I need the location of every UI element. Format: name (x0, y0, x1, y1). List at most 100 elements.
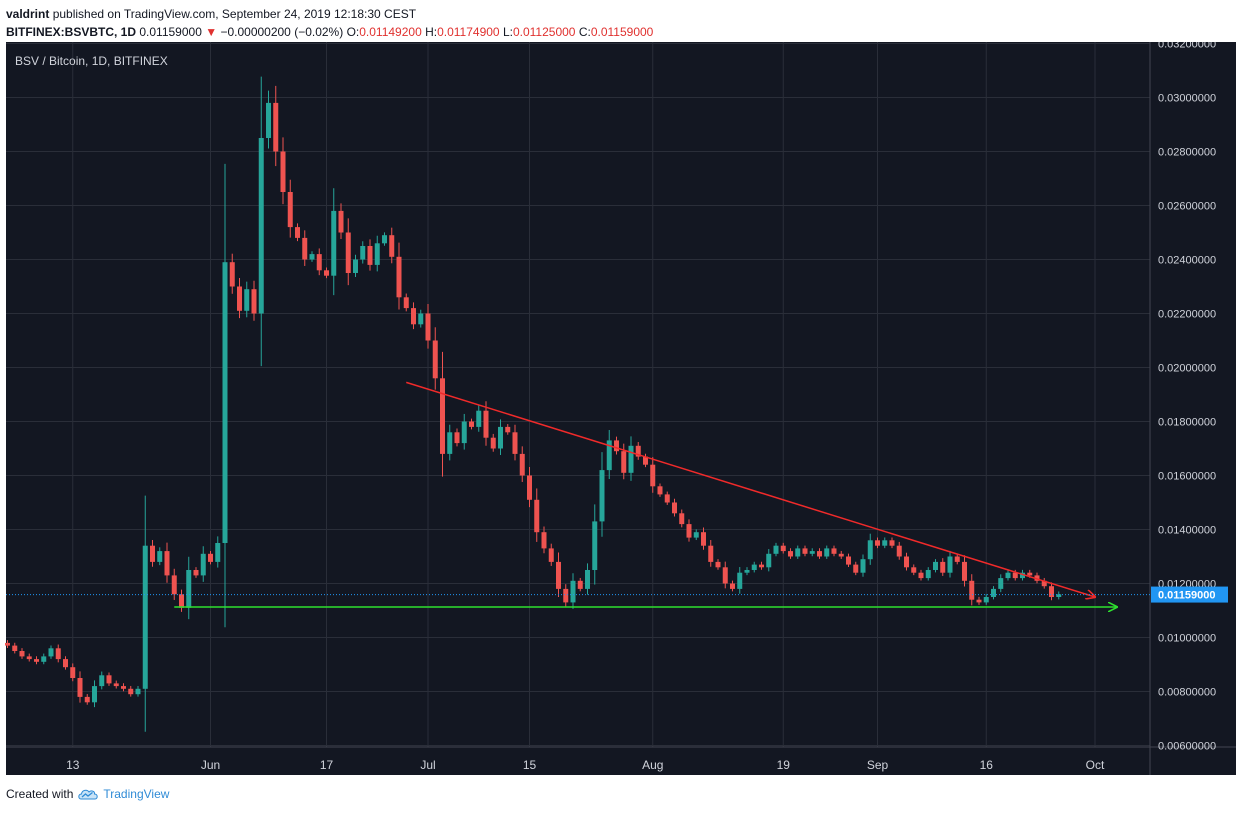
candle (867, 533, 873, 565)
candle (599, 452, 605, 537)
candle (99, 671, 105, 690)
candle (157, 547, 163, 566)
candle (882, 537, 888, 549)
candle (128, 685, 134, 697)
candle (490, 433, 496, 452)
candle (744, 567, 750, 576)
candle (505, 424, 511, 435)
candle (353, 254, 358, 278)
candle (179, 589, 184, 612)
candle (795, 545, 801, 559)
chart-title: BSV / Bitcoin, 1D, BITFINEX (15, 54, 168, 68)
candle (244, 281, 250, 318)
candle (309, 251, 315, 262)
candle (643, 453, 648, 468)
candle (983, 594, 989, 605)
high-label: H: (425, 25, 438, 39)
candle (563, 584, 569, 607)
candle (251, 280, 257, 321)
candle (904, 552, 909, 571)
candle (954, 553, 960, 565)
candle (164, 542, 170, 583)
tradingview-link[interactable]: TradingView (103, 787, 170, 801)
low-label: L: (502, 25, 513, 39)
descending-trend-line[interactable] (406, 381, 1095, 597)
ohlc-line: BITFINEX:BSVBTC, 1D 0.01159000 ▼ −0.0000… (6, 23, 653, 41)
candle (302, 230, 308, 266)
x-tick-label: 19 (777, 758, 791, 772)
candle (418, 309, 424, 328)
candle (737, 567, 743, 594)
candle (708, 540, 714, 567)
candle (374, 235, 380, 272)
candle (229, 253, 235, 294)
author-name[interactable]: valdrint (6, 7, 50, 21)
candle (396, 242, 402, 310)
candle (186, 556, 192, 620)
y-tick-label: 0.02400000 (1158, 255, 1216, 267)
created-with-text: Created with (6, 787, 74, 801)
candle (628, 436, 634, 481)
candle (454, 428, 460, 447)
candle (63, 656, 68, 670)
candle (208, 550, 213, 565)
candle (12, 642, 18, 654)
candle (519, 446, 525, 482)
publish-line: valdrint published on TradingView.com, S… (6, 5, 653, 23)
x-tick-label: Sep (867, 758, 889, 772)
candle (389, 227, 395, 264)
candle (570, 573, 576, 609)
published-text: published on TradingView.com, September … (52, 7, 417, 21)
y-tick-label: 0.02600000 (1158, 201, 1216, 213)
candle (1020, 569, 1025, 581)
candle (447, 424, 453, 461)
candle (193, 567, 199, 578)
candle (802, 545, 808, 557)
candle (41, 653, 47, 665)
x-tick-label: 16 (980, 758, 994, 772)
candle (19, 648, 25, 659)
x-tick-label: Aug (642, 758, 663, 772)
candle (55, 644, 61, 663)
open-value: 0.01149200 (359, 25, 422, 39)
time-axis[interactable]: ay13Jun17Jul15Aug19Sep16Oct (0, 758, 1105, 772)
candle (222, 163, 228, 628)
candle (200, 546, 206, 582)
candle (324, 267, 329, 279)
candle (92, 680, 97, 708)
candle (541, 526, 547, 554)
drawings (174, 381, 1117, 607)
x-tick-label: Jul (420, 758, 435, 772)
current-price-label: 0.01159000 (1158, 590, 1216, 602)
candle (875, 537, 880, 549)
candle (403, 293, 409, 312)
candle (838, 550, 844, 559)
candle (367, 239, 373, 271)
y-tick-label: 0.01000000 (1158, 633, 1216, 645)
candle (809, 548, 815, 557)
candle (360, 241, 366, 264)
candle (773, 542, 779, 557)
close-label: C: (578, 25, 591, 39)
x-tick-label: 13 (66, 758, 80, 772)
candle (679, 509, 685, 528)
candle (1041, 577, 1047, 589)
y-tick-label: 0.00800000 (1158, 687, 1216, 699)
price-chart[interactable]: 0.03200000 0.03000000 0.02800000 0.02600000… (0, 42, 1242, 779)
candle (947, 550, 953, 578)
candle (1034, 572, 1040, 584)
candle (476, 405, 482, 432)
candle (258, 76, 264, 367)
candle (70, 663, 76, 682)
candle (664, 491, 670, 505)
x-tick-label: 17 (320, 758, 334, 772)
candle (440, 351, 445, 477)
candle (911, 564, 917, 576)
candle (280, 137, 286, 205)
candle (751, 561, 757, 573)
candle (606, 430, 612, 480)
open-label: O: (346, 25, 360, 39)
candle (77, 671, 83, 703)
candle (824, 545, 830, 559)
candle (657, 483, 663, 497)
